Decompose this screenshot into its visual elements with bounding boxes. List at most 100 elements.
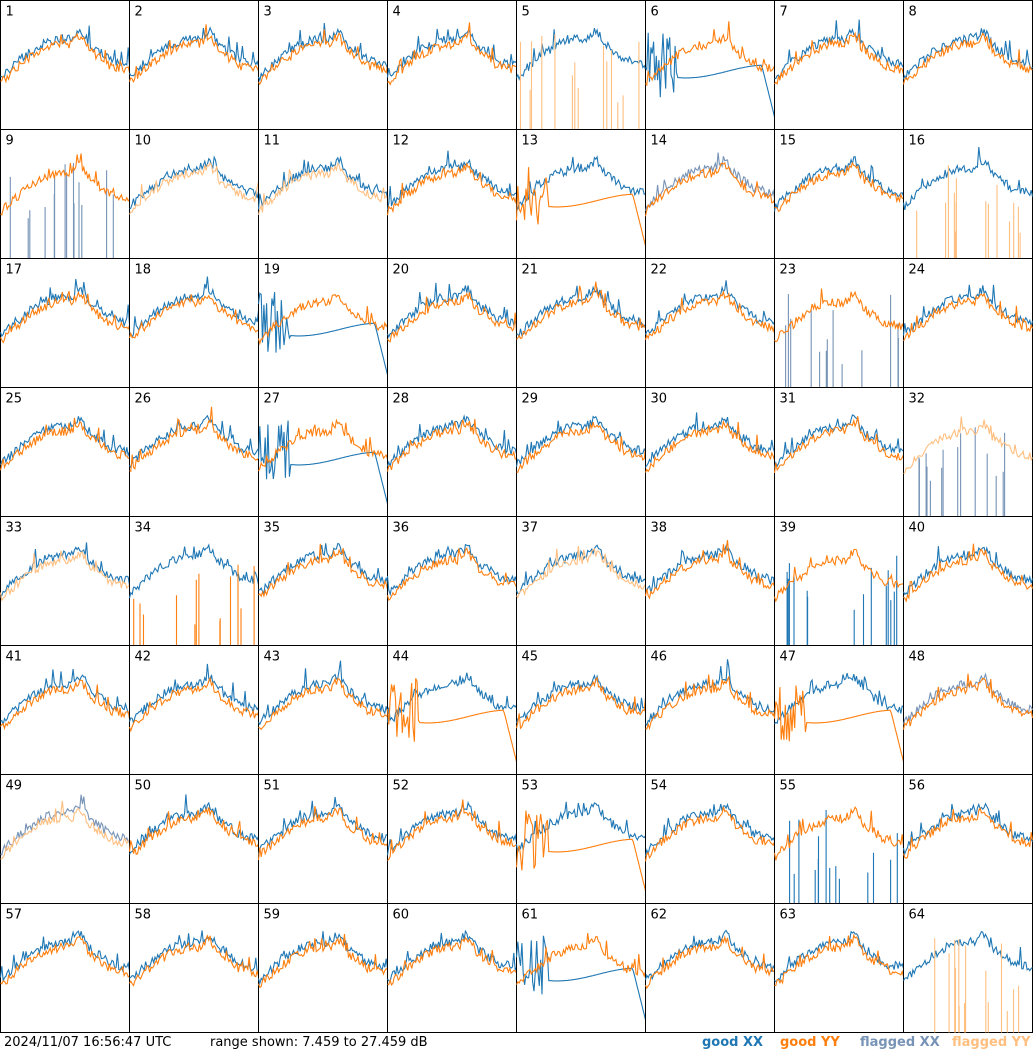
tile-9: 9	[0, 129, 130, 259]
series-xx-32	[918, 427, 1006, 517]
series-yy-12	[386, 161, 518, 216]
tile-24: 24	[902, 258, 1033, 388]
tile-frame	[516, 129, 646, 259]
tile-frame	[0, 387, 130, 517]
series-xx-40	[903, 546, 1033, 596]
series-yy-58	[129, 934, 260, 987]
series-xx-18	[129, 276, 260, 339]
series-yy-3	[258, 29, 389, 86]
series-xx-2	[129, 26, 260, 77]
tile-11: 11	[257, 129, 389, 259]
tile-50: 50	[128, 774, 260, 904]
tile-label: 21	[522, 263, 539, 278]
series-xx-36	[386, 543, 518, 597]
tile-label: 61	[522, 908, 539, 923]
footer-bar: 2024/11/07 16:56:47 UTC range shown: 7.4…	[0, 1033, 1033, 1053]
tile-label: 4	[393, 5, 401, 20]
tile-20: 20	[386, 258, 518, 388]
series-yy-63	[774, 933, 905, 987]
tile-49: 49	[0, 774, 130, 904]
series-xx-43	[258, 660, 389, 726]
series-xx-37	[515, 544, 646, 595]
series-yy-29	[516, 421, 647, 473]
series-yy-4	[387, 22, 517, 86]
tile-label: 33	[6, 521, 23, 536]
series-xx-49	[0, 794, 130, 856]
series-yy-57	[0, 936, 130, 985]
series-xx-25	[0, 416, 131, 466]
tile-frame	[774, 645, 904, 775]
series-yy-15	[774, 161, 904, 213]
tile-label: 5	[522, 5, 530, 20]
series-yy-5	[519, 34, 640, 130]
tile-36: 36	[386, 516, 518, 646]
tile-63: 63	[774, 903, 905, 1033]
tile-frame	[774, 129, 904, 259]
series-yy-13	[515, 167, 647, 247]
tile-17: 17	[0, 258, 131, 388]
series-yy-45	[515, 676, 647, 730]
tile-label: 58	[135, 908, 152, 923]
tile-5: 5	[515, 0, 647, 130]
tile-39: 39	[773, 516, 904, 646]
tile-label: 17	[6, 263, 23, 278]
tile-59: 59	[257, 903, 389, 1033]
tile-label: 49	[6, 779, 23, 794]
series-yy-14	[644, 161, 775, 217]
tile-label: 23	[780, 263, 797, 278]
tile-47: 47	[773, 645, 905, 775]
tile-label: 32	[909, 392, 926, 407]
legend-good-xx: good XX	[702, 1035, 764, 1050]
series-xx-59	[257, 931, 389, 986]
tile-frame	[129, 516, 259, 646]
tile-53: 53	[515, 774, 647, 904]
series-yy-30	[644, 419, 776, 473]
series-yy-39	[773, 548, 904, 603]
tile-frame	[258, 774, 388, 904]
tile-10: 10	[129, 129, 260, 259]
tile-8: 8	[902, 0, 1033, 130]
tile-frame	[774, 387, 904, 517]
tile-52: 52	[386, 774, 518, 904]
series-yy-19	[257, 293, 388, 346]
series-xx-16	[902, 147, 1033, 211]
series-xx-26	[129, 414, 259, 470]
series-xx-57	[0, 930, 131, 982]
tile-label: 57	[6, 908, 23, 923]
series-yy-6	[645, 21, 775, 87]
tile-18: 18	[128, 258, 260, 388]
tile-label: 15	[780, 134, 797, 149]
tile-frame	[516, 0, 646, 130]
series-yy-48	[902, 673, 1033, 730]
tile-frame	[774, 903, 904, 1033]
series-xx-9	[9, 163, 114, 259]
series-yy-27	[258, 418, 389, 472]
series-yy-31	[773, 416, 904, 474]
tile-label: 16	[909, 134, 926, 149]
series-yy-17	[0, 290, 131, 344]
tile-label: 46	[651, 650, 668, 665]
tile-frame	[0, 774, 130, 904]
tile-label: 45	[522, 650, 539, 665]
series-yy-59	[257, 933, 388, 989]
series-yy-11	[257, 162, 388, 215]
series-yy-9	[0, 153, 130, 216]
tile-frame	[387, 258, 517, 388]
tile-61: 61	[515, 903, 647, 1033]
series-xx-13	[516, 155, 646, 211]
tile-57: 57	[0, 903, 131, 1033]
tile-2: 2	[128, 0, 260, 130]
series-xx-4	[386, 28, 517, 78]
series-yy-43	[258, 677, 388, 731]
tile-frame	[387, 645, 517, 775]
tile-label: 1	[6, 5, 14, 20]
series-yy-46	[645, 674, 776, 731]
tile-label: 62	[651, 908, 668, 923]
tile-label: 38	[651, 521, 668, 536]
series-xx-28	[386, 414, 518, 467]
series-xx-23	[785, 294, 899, 388]
tile-label: 18	[135, 263, 152, 278]
tile-37: 37	[515, 516, 646, 646]
series-yy-47	[773, 685, 905, 763]
tile-frame	[516, 516, 646, 646]
